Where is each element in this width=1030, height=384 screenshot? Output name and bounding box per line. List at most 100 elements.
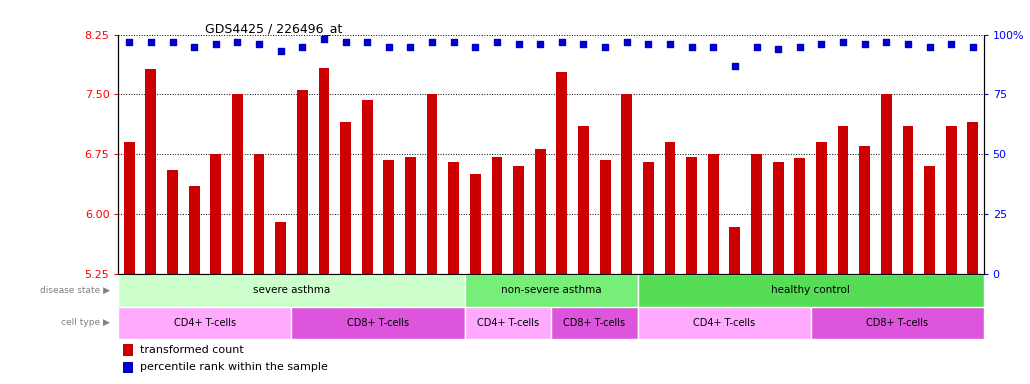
Point xyxy=(813,41,829,47)
Text: CD8+ T-cells: CD8+ T-cells xyxy=(866,318,928,328)
Point xyxy=(402,43,418,50)
Bar xyxy=(465,274,638,307)
Point xyxy=(640,41,657,47)
Point xyxy=(878,39,894,45)
Bar xyxy=(145,69,157,274)
Bar xyxy=(275,222,286,274)
Point xyxy=(337,39,354,45)
Point xyxy=(531,41,548,47)
Point xyxy=(748,43,764,50)
Point xyxy=(165,39,181,45)
Bar xyxy=(124,142,135,274)
Point xyxy=(272,48,288,55)
Text: severe asthma: severe asthma xyxy=(253,285,330,295)
Bar xyxy=(167,170,178,274)
Bar xyxy=(729,227,741,274)
Bar xyxy=(686,157,697,274)
Bar xyxy=(638,307,811,339)
Bar xyxy=(535,149,546,274)
Text: disease state ▶: disease state ▶ xyxy=(40,286,110,295)
Point xyxy=(575,41,591,47)
Bar xyxy=(811,307,984,339)
Text: CD4+ T-cells: CD4+ T-cells xyxy=(174,318,236,328)
Bar xyxy=(426,94,438,274)
Bar xyxy=(210,154,221,274)
Text: CD8+ T-cells: CD8+ T-cells xyxy=(563,318,625,328)
Point xyxy=(510,41,526,47)
Bar xyxy=(837,126,849,274)
Text: non-severe asthma: non-severe asthma xyxy=(501,285,602,295)
Point xyxy=(900,41,917,47)
Bar xyxy=(772,162,784,274)
Point xyxy=(618,39,634,45)
Point xyxy=(315,36,332,42)
Bar xyxy=(578,126,589,274)
Text: percentile rank within the sample: percentile rank within the sample xyxy=(140,362,328,372)
Point xyxy=(554,39,571,45)
Bar xyxy=(751,154,762,274)
Text: GDS4425 / 226496_at: GDS4425 / 226496_at xyxy=(205,22,342,35)
Point xyxy=(358,39,375,45)
Bar xyxy=(405,157,416,274)
Bar xyxy=(188,186,200,274)
Bar xyxy=(599,160,611,274)
Point xyxy=(726,63,743,69)
Bar xyxy=(664,142,676,274)
Point xyxy=(661,41,678,47)
Point xyxy=(769,46,787,52)
Bar xyxy=(123,344,133,356)
Text: CD4+ T-cells: CD4+ T-cells xyxy=(693,318,755,328)
Text: healthy control: healthy control xyxy=(771,285,850,295)
Bar xyxy=(291,307,465,339)
Point xyxy=(424,39,441,45)
Point xyxy=(684,43,700,50)
Bar xyxy=(491,157,503,274)
Bar xyxy=(297,90,308,274)
Bar xyxy=(638,274,984,307)
Text: CD4+ T-cells: CD4+ T-cells xyxy=(477,318,539,328)
Point xyxy=(791,43,808,50)
Point xyxy=(856,41,872,47)
Bar xyxy=(551,307,638,339)
Bar xyxy=(816,142,827,274)
Bar xyxy=(967,122,978,274)
Text: transformed count: transformed count xyxy=(140,345,244,355)
Bar xyxy=(470,174,481,274)
Bar xyxy=(621,94,632,274)
Point xyxy=(964,43,981,50)
Text: cell type ▶: cell type ▶ xyxy=(61,318,110,328)
Bar xyxy=(708,154,719,274)
Bar xyxy=(448,162,459,274)
Bar xyxy=(118,307,291,339)
Bar xyxy=(465,307,551,339)
Point xyxy=(295,43,311,50)
Text: CD8+ T-cells: CD8+ T-cells xyxy=(347,318,409,328)
Bar xyxy=(513,166,524,274)
Bar xyxy=(123,361,133,373)
Point xyxy=(186,43,203,50)
Bar xyxy=(924,166,935,274)
Bar xyxy=(340,122,351,274)
Bar xyxy=(946,126,957,274)
Point xyxy=(251,41,268,47)
Bar xyxy=(362,100,373,274)
Point xyxy=(142,39,159,45)
Point xyxy=(381,43,398,50)
Point xyxy=(468,43,484,50)
Bar xyxy=(118,274,465,307)
Point xyxy=(208,41,225,47)
Point xyxy=(488,39,505,45)
Bar xyxy=(859,146,870,274)
Bar xyxy=(643,162,654,274)
Point xyxy=(921,43,937,50)
Point xyxy=(122,39,138,45)
Bar xyxy=(383,160,394,274)
Bar xyxy=(794,158,805,274)
Bar xyxy=(253,154,265,274)
Bar xyxy=(881,94,892,274)
Point xyxy=(705,43,721,50)
Bar xyxy=(556,72,568,274)
Point xyxy=(942,41,959,47)
Point xyxy=(597,43,614,50)
Bar xyxy=(902,126,914,274)
